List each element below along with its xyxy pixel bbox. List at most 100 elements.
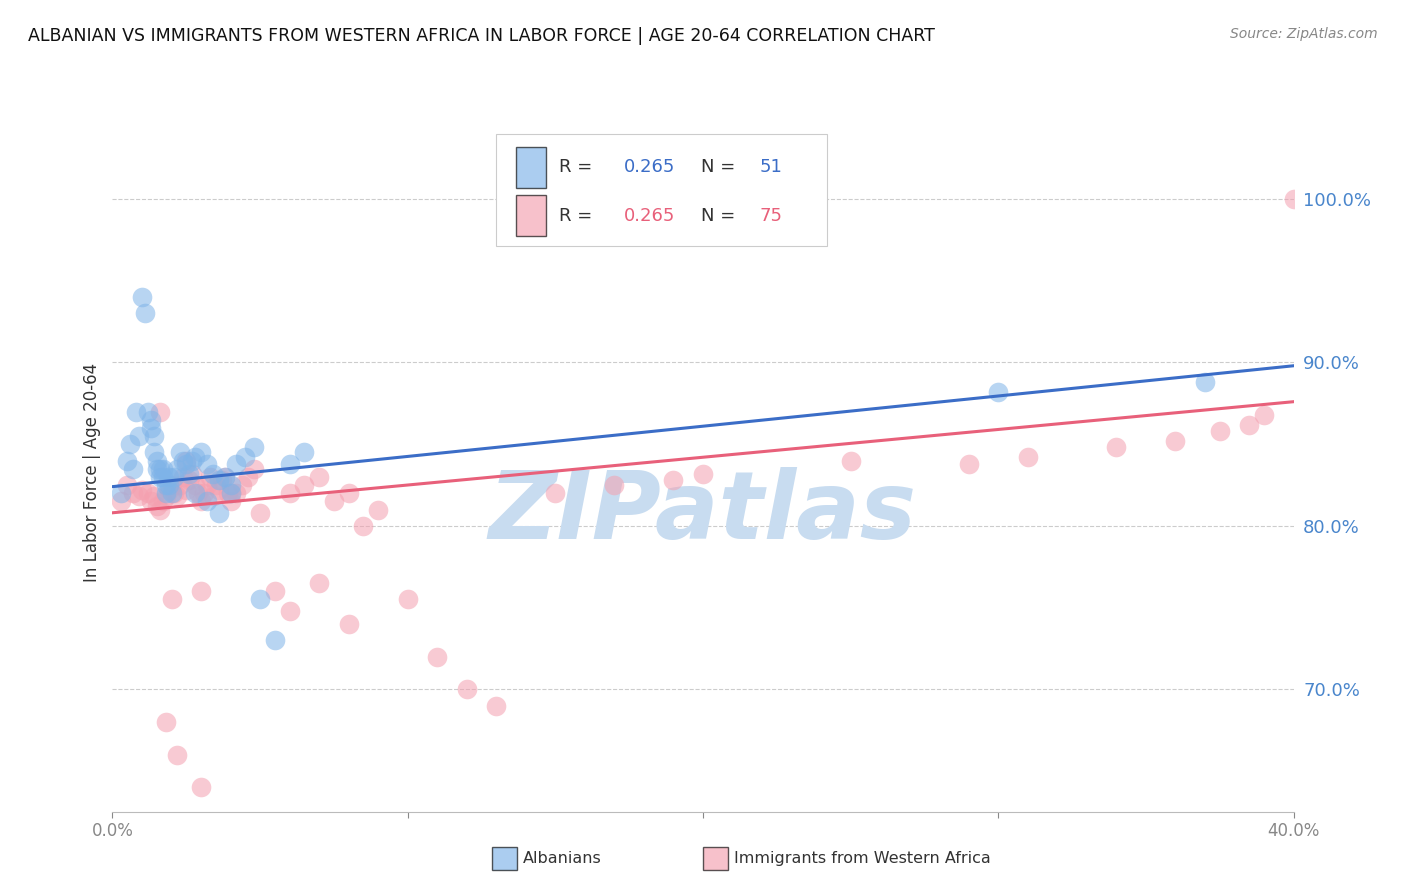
Point [155, 490, 177, 504]
Point [208, 506, 231, 520]
Point [146, 453, 169, 467]
Point [166, 747, 188, 762]
Point [456, 682, 478, 697]
Point [152, 470, 174, 484]
Point [166, 461, 188, 475]
Point [169, 478, 191, 492]
Point [195, 478, 218, 492]
Point [1282, 192, 1305, 206]
Point [149, 404, 172, 418]
Point [243, 441, 266, 455]
Point [987, 384, 1010, 399]
Point [278, 604, 301, 618]
Point [195, 457, 218, 471]
Point [249, 506, 271, 520]
Point [193, 486, 215, 500]
Point [1105, 441, 1128, 455]
Point [1208, 424, 1232, 438]
Point [181, 453, 204, 467]
Point [187, 486, 209, 500]
Point [155, 714, 177, 729]
Point [149, 502, 172, 516]
Point [352, 519, 374, 533]
Point [225, 457, 247, 471]
Point [219, 494, 242, 508]
Point [243, 461, 266, 475]
Point [139, 412, 162, 426]
Point [1194, 375, 1216, 389]
Text: ZIPatlas: ZIPatlas [489, 467, 917, 559]
Point [1253, 408, 1275, 422]
Text: 0.265: 0.265 [624, 159, 675, 177]
Point [122, 486, 145, 500]
Point [163, 470, 186, 484]
Point [190, 584, 212, 599]
Point [278, 486, 301, 500]
Text: Immigrants from Western Africa: Immigrants from Western Africa [734, 852, 991, 866]
Point [205, 478, 228, 492]
Point [166, 490, 188, 504]
Point [146, 461, 169, 475]
Point [308, 470, 330, 484]
Text: N =: N = [700, 207, 735, 225]
Point [190, 780, 212, 795]
Point [219, 486, 242, 500]
Point [214, 470, 236, 484]
Point [264, 584, 287, 599]
Point [190, 445, 212, 459]
Point [219, 486, 242, 500]
Text: 75: 75 [759, 207, 783, 225]
Point [172, 453, 194, 467]
Point [131, 483, 153, 497]
Point [142, 429, 165, 443]
Point [238, 470, 260, 484]
Text: 0.265: 0.265 [624, 207, 675, 225]
Point [160, 478, 183, 492]
Point [426, 649, 449, 664]
Point [217, 486, 239, 500]
Point [337, 616, 360, 631]
Point [214, 470, 236, 484]
Point [396, 592, 419, 607]
Text: Source: ZipAtlas.com: Source: ZipAtlas.com [1230, 27, 1378, 41]
Point [128, 429, 150, 443]
Point [163, 486, 186, 500]
Point [662, 473, 685, 487]
Point [169, 445, 191, 459]
Point [544, 486, 567, 500]
Point [190, 494, 212, 508]
Point [957, 457, 980, 471]
Point [174, 483, 197, 497]
Point [139, 421, 162, 435]
Point [149, 461, 172, 475]
Point [485, 698, 508, 713]
Point [160, 486, 183, 500]
Point [142, 445, 165, 459]
Point [174, 453, 197, 467]
Point [131, 290, 153, 304]
Point [179, 473, 201, 487]
Point [136, 486, 159, 500]
Point [184, 478, 207, 492]
Point [198, 470, 221, 484]
Text: R =: R = [560, 207, 592, 225]
FancyBboxPatch shape [496, 134, 827, 245]
Point [122, 461, 145, 475]
Point [136, 404, 159, 418]
Point [219, 478, 242, 492]
Point [128, 490, 150, 504]
Text: ALBANIAN VS IMMIGRANTS FROM WESTERN AFRICA IN LABOR FORCE | AGE 20-64 CORRELATIO: ALBANIAN VS IMMIGRANTS FROM WESTERN AFRI… [28, 27, 935, 45]
Point [323, 494, 346, 508]
Point [139, 494, 162, 508]
Point [278, 457, 301, 471]
Text: 51: 51 [759, 159, 783, 177]
Point [157, 478, 180, 492]
Point [152, 494, 174, 508]
Text: Albanians: Albanians [523, 852, 602, 866]
Point [117, 478, 138, 492]
Point [184, 450, 207, 465]
Point [181, 467, 204, 481]
Point [337, 486, 360, 500]
Point [233, 450, 256, 465]
Point [839, 453, 862, 467]
